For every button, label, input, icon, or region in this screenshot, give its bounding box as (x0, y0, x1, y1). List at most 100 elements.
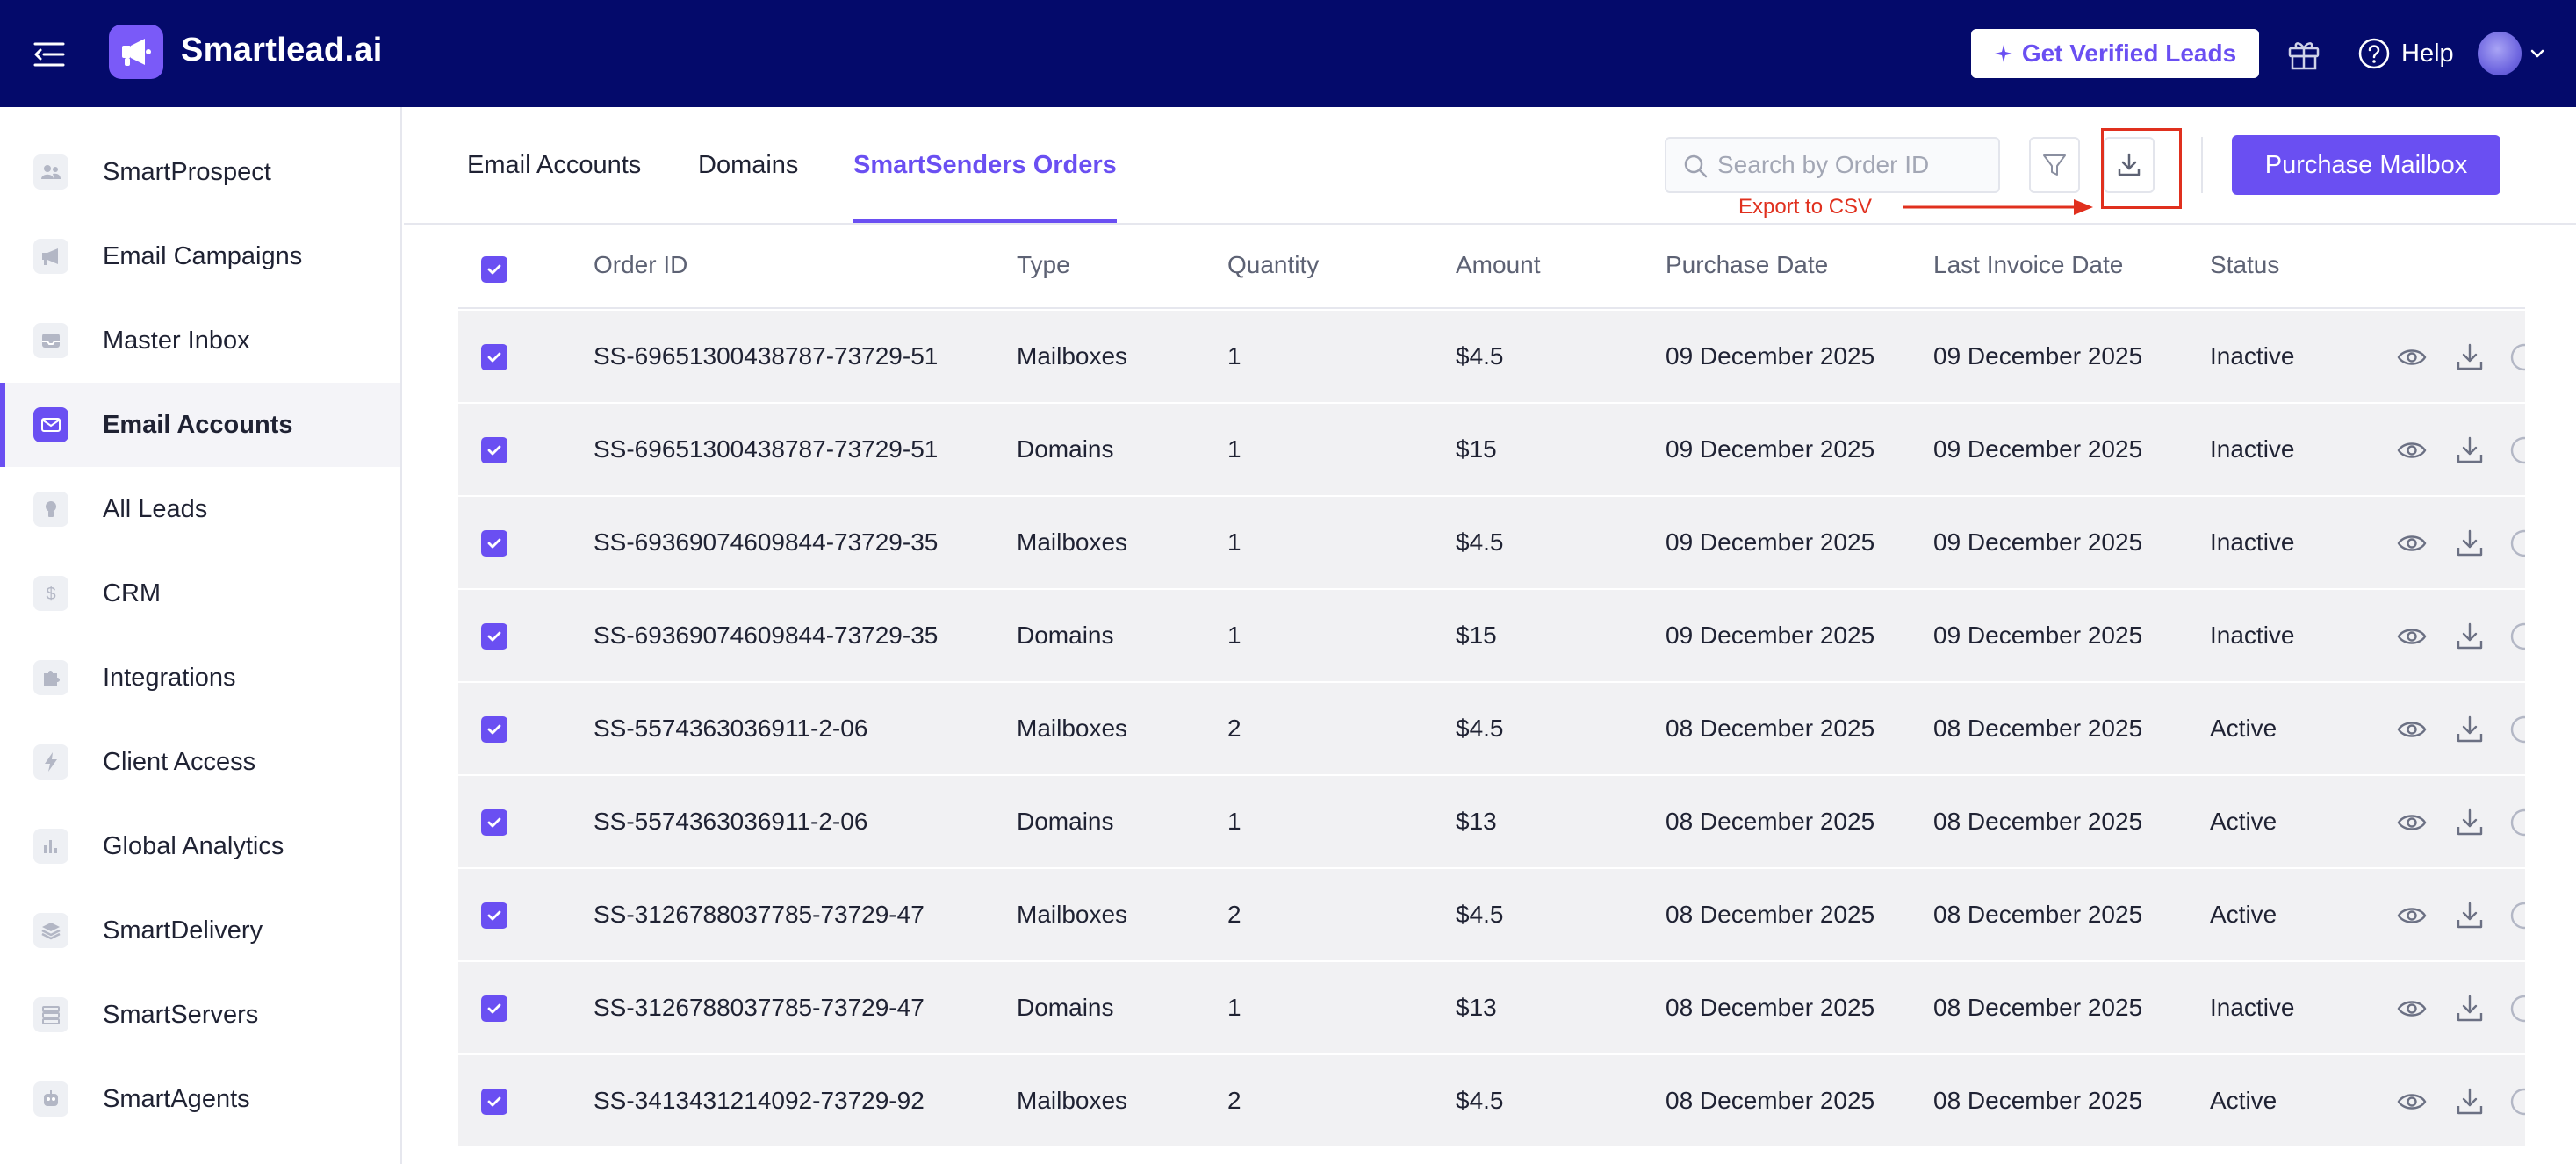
row-checkbox[interactable] (481, 809, 507, 836)
row-checkbox[interactable] (481, 530, 507, 557)
sidebar-item-email-campaigns[interactable]: Email Campaigns (0, 214, 400, 298)
column-header-quantity[interactable]: Quantity (1227, 251, 1320, 278)
tab-email-accounts[interactable]: Email Accounts (467, 151, 642, 179)
more-actions-icon[interactable] (2508, 713, 2525, 746)
download-icon[interactable] (2453, 1085, 2486, 1118)
sidebar-item-smartdelivery[interactable]: SmartDelivery (0, 888, 400, 973)
view-icon[interactable] (2395, 1085, 2428, 1118)
avatar[interactable] (2478, 32, 2522, 75)
annotation-arrow-icon (1903, 199, 2093, 215)
user-menu[interactable] (2478, 32, 2546, 75)
sidebar-item-integrations[interactable]: Integrations (0, 636, 400, 720)
select-all-checkbox[interactable] (481, 256, 507, 283)
status-cell: Active (2210, 1087, 2277, 1114)
view-icon[interactable] (2395, 992, 2428, 1025)
download-icon[interactable] (2453, 620, 2486, 653)
column-header-order-id[interactable]: Order ID (594, 251, 688, 278)
table-row[interactable]: SS-3126788037785-73729-47 Mailboxes 2 $4.5 0… (458, 869, 2525, 962)
view-icon[interactable] (2395, 341, 2428, 374)
amount-cell: $4.5 (1456, 342, 1504, 370)
column-header-amount[interactable]: Amount (1456, 251, 1541, 278)
app-name: Smartlead.ai (181, 32, 383, 68)
check-icon (487, 264, 501, 275)
search-field[interactable] (1665, 137, 2000, 193)
sidebar-item-all-leads[interactable]: All Leads (0, 467, 400, 551)
row-checkbox[interactable] (481, 344, 507, 370)
type-cell: Mailboxes (1017, 901, 1128, 928)
last-invoice-date-cell: 08 December 2025 (1933, 901, 2143, 928)
view-icon[interactable] (2395, 434, 2428, 467)
order-id-cell: SS-5574363036911-2-06 (594, 808, 868, 835)
more-actions-icon[interactable] (2508, 341, 2525, 374)
last-invoice-date-cell: 08 December 2025 (1933, 1087, 2143, 1114)
row-checkbox[interactable] (481, 716, 507, 743)
status-cell: Inactive (2210, 528, 2295, 556)
view-icon[interactable] (2395, 527, 2428, 560)
sidebar-item-client-access[interactable]: Client Access (0, 720, 400, 804)
menu-collapse-icon[interactable] (32, 37, 67, 72)
column-header-purchase-date[interactable]: Purchase Date (1666, 251, 1829, 278)
more-actions-icon[interactable] (2508, 899, 2525, 932)
download-icon[interactable] (2453, 992, 2486, 1025)
quantity-cell: 1 (1227, 435, 1241, 463)
view-icon[interactable] (2395, 713, 2428, 746)
more-actions-icon[interactable] (2508, 1085, 2525, 1118)
type-cell: Domains (1017, 994, 1114, 1021)
sidebar-item-crm[interactable]: $ CRM (0, 551, 400, 636)
column-header-type[interactable]: Type (1017, 251, 1070, 278)
table-row[interactable]: SS-69369074609844-73729-35 Domains 1 $15 09 … (458, 590, 2525, 683)
more-actions-icon[interactable] (2508, 806, 2525, 839)
column-header-last-invoice-date[interactable]: Last Invoice Date (1933, 251, 2124, 278)
quantity-cell: 1 (1227, 808, 1241, 835)
download-icon[interactable] (2453, 434, 2486, 467)
sidebar-item-smartservers[interactable]: SmartServers (0, 973, 400, 1057)
search-icon (1682, 153, 1709, 179)
help-link[interactable]: Help (2357, 35, 2454, 72)
export-csv-button[interactable] (2104, 137, 2155, 193)
sidebar-item-smartagents[interactable]: SmartAgents (0, 1057, 400, 1141)
get-verified-leads-button[interactable]: Get Verified Leads (1971, 29, 2259, 78)
row-checkbox[interactable] (481, 1089, 507, 1115)
download-icon[interactable] (2453, 713, 2486, 746)
tab-domains[interactable]: Domains (698, 151, 799, 179)
column-header-status[interactable]: Status (2210, 251, 2280, 278)
row-checkbox[interactable] (481, 902, 507, 929)
last-invoice-date-cell: 08 December 2025 (1933, 715, 2143, 742)
more-actions-icon[interactable] (2508, 992, 2525, 1025)
more-actions-icon[interactable] (2508, 620, 2525, 653)
download-icon[interactable] (2453, 899, 2486, 932)
table-row[interactable]: SS-69651300438787-73729-51 Mailboxes 1 $4.5… (458, 311, 2525, 404)
sidebar-item-smartprospect[interactable]: SmartProspect (0, 130, 400, 214)
sidebar-item-label: Client Access (103, 747, 256, 776)
sidebar-item-master-inbox[interactable]: Master Inbox (0, 298, 400, 383)
row-checkbox[interactable] (481, 995, 507, 1022)
table-row[interactable]: SS-69651300438787-73729-51 Domains 1 $15 09 … (458, 404, 2525, 497)
more-actions-icon[interactable] (2508, 434, 2525, 467)
download-icon[interactable] (2453, 527, 2486, 560)
view-icon[interactable] (2395, 899, 2428, 932)
download-icon[interactable] (2453, 341, 2486, 374)
table-row[interactable]: SS-3413431214092-73729-92 Mailboxes 2 $4.5 0… (458, 1055, 2525, 1148)
table-row[interactable]: SS-3126788037785-73729-47 Domains 1 $13 08 D… (458, 962, 2525, 1055)
table-row[interactable]: SS-5574363036911-2-06 Mailboxes 2 $4.5 08 De… (458, 683, 2525, 776)
orders-table: Order ID Type Quantity Amount Purchase D… (458, 225, 2525, 1164)
gift-icon[interactable] (2285, 35, 2322, 72)
table-row[interactable]: SS-69369074609844-73729-35 Mailboxes 1 $4.5… (458, 497, 2525, 590)
view-icon[interactable] (2395, 806, 2428, 839)
search-input[interactable] (1717, 151, 1981, 179)
sidebar-item-label: Master Inbox (103, 326, 250, 355)
view-icon[interactable] (2395, 620, 2428, 653)
logo-icon[interactable] (109, 25, 163, 79)
row-checkbox[interactable] (481, 623, 507, 650)
sidebar-item-email-accounts[interactable]: Email Accounts (0, 383, 400, 467)
sidebar-item-global-analytics[interactable]: Global Analytics (0, 804, 400, 888)
export-annotation-label: Export to CSV (1738, 195, 1873, 219)
amount-cell: $4.5 (1456, 715, 1504, 742)
tab-smartsenders-orders[interactable]: SmartSenders Orders (853, 151, 1117, 223)
table-row[interactable]: SS-5574363036911-2-06 Domains 1 $13 08 Decem… (458, 776, 2525, 869)
filter-button[interactable] (2029, 137, 2080, 193)
more-actions-icon[interactable] (2508, 527, 2525, 560)
purchase-mailbox-button[interactable]: Purchase Mailbox (2232, 135, 2500, 195)
download-icon[interactable] (2453, 806, 2486, 839)
row-checkbox[interactable] (481, 437, 507, 463)
